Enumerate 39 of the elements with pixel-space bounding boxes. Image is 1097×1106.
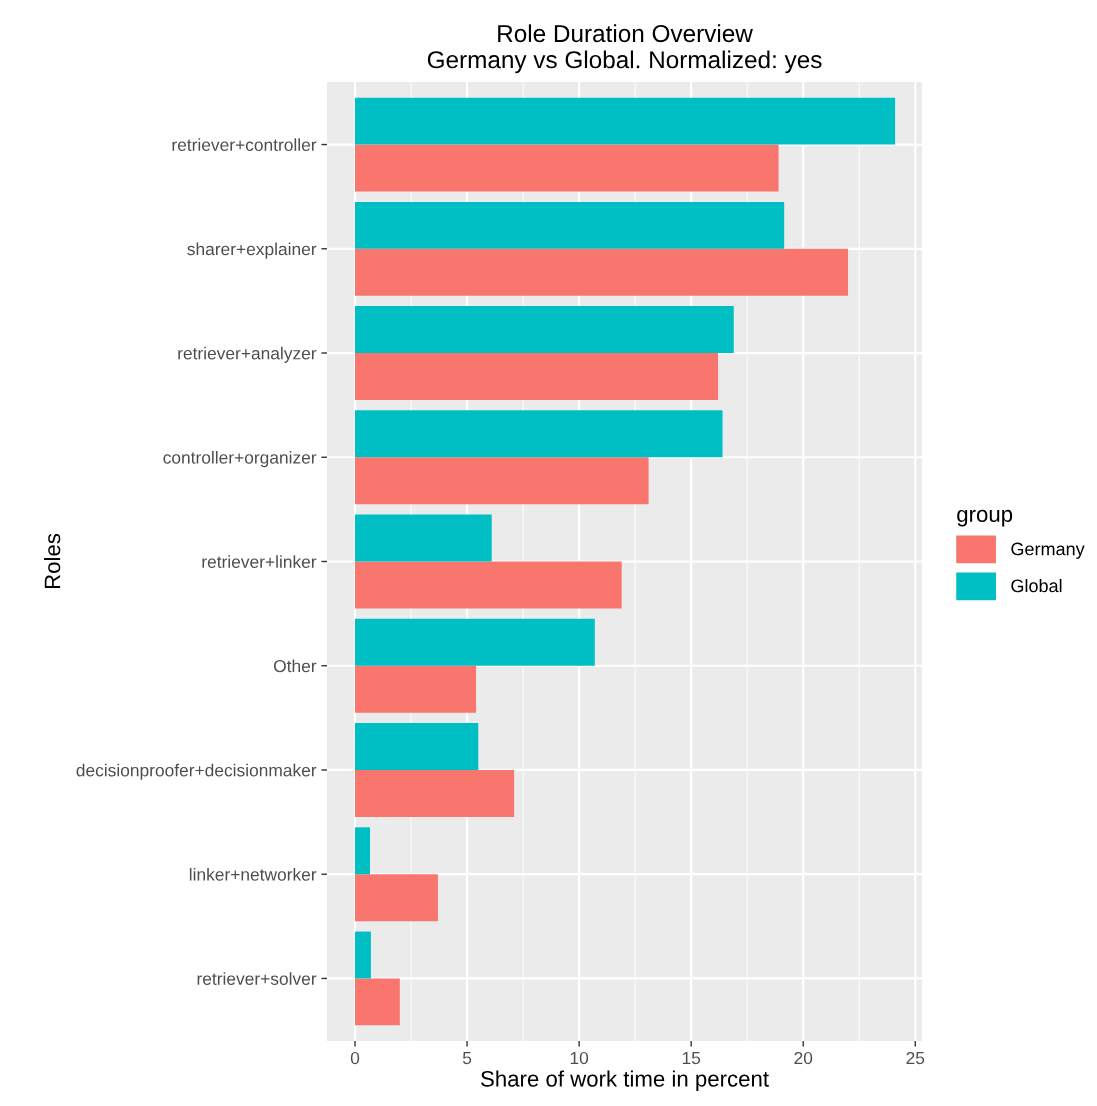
bar — [355, 97, 896, 145]
bar — [355, 201, 785, 249]
bar — [355, 248, 849, 296]
bar — [355, 931, 371, 979]
bar — [355, 978, 400, 1026]
bar — [355, 769, 515, 817]
y-tick-label: retriever+controller — [172, 138, 317, 152]
bar — [355, 353, 719, 400]
x-tick-label: 25 — [906, 1051, 925, 1065]
x-tick-label: 10 — [570, 1051, 589, 1065]
y-tick-label: linker+networker — [189, 867, 317, 881]
x-axis-title: Share of work time in percent — [481, 1070, 769, 1092]
legend-label: Germany — [1011, 542, 1085, 559]
bar — [355, 665, 477, 713]
chart-title: Role Duration Overview Germany vs Global. Normalized: yes — [427, 24, 822, 74]
y-tick-label: decisionproofer+decisionmaker — [76, 763, 317, 780]
x-tick-label: 0 — [350, 1051, 360, 1065]
x-tick-label: 5 — [462, 1052, 472, 1065]
y-tick-label: controller+organizer — [163, 450, 317, 468]
bar — [355, 457, 649, 505]
bar — [355, 723, 479, 770]
legend-label: Global — [1011, 578, 1062, 593]
x-tick-label: 20 — [794, 1051, 813, 1065]
bar — [355, 306, 734, 354]
y-tick-label: retriever+analyzer — [178, 346, 317, 363]
y-tick-label: Other — [273, 659, 317, 673]
bar — [355, 144, 779, 192]
bar — [355, 827, 371, 875]
x-tick-label: 15 — [682, 1052, 701, 1065]
bar — [355, 561, 622, 609]
bar — [355, 874, 438, 922]
y-tick-label: retriever+linker — [202, 555, 317, 568]
legend-title: group — [957, 509, 1013, 527]
y-tick-label: retriever+solver — [197, 972, 317, 985]
y-tick-label: sharer+explainer — [187, 242, 317, 259]
bar — [355, 618, 595, 666]
bar — [355, 514, 492, 562]
bar — [355, 410, 723, 458]
y-axis-title: Roles — [44, 533, 61, 589]
